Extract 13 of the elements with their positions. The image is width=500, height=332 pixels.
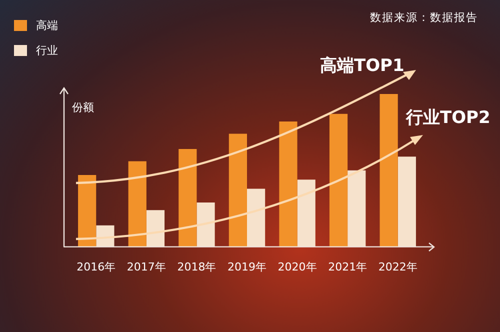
- x-tick-label: 2020年: [278, 260, 317, 274]
- x-tick-label: 2016年: [76, 260, 116, 274]
- y-axis-title: 份额: [72, 100, 94, 115]
- x-tick-label: 2017年: [126, 260, 166, 274]
- text: 高端TOP1: [320, 55, 404, 77]
- legend-label: 高端: [36, 18, 58, 32]
- x-tick-label: 2018年: [177, 260, 216, 274]
- x-tick-label: 2021年: [328, 260, 368, 274]
- x-tick-label: 2019年: [228, 260, 266, 274]
- legend-label: 行业: [36, 42, 58, 58]
- x-tick-label: 2022年: [378, 260, 418, 274]
- source-note: 数据来源：数据报告: [370, 10, 478, 25]
- annotation: 行业TOP2: [406, 107, 490, 129]
